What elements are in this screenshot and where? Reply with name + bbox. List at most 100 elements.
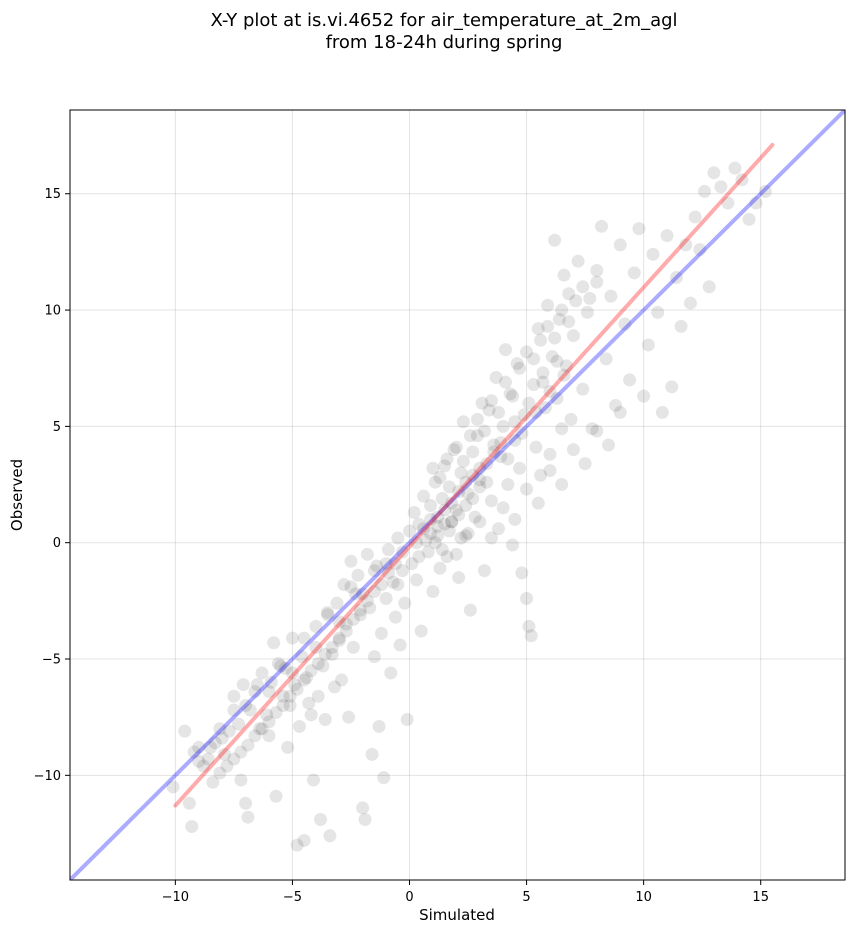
data-point <box>543 384 557 398</box>
data-point <box>337 578 351 592</box>
data-point <box>550 354 564 368</box>
data-point <box>276 699 290 713</box>
data-point <box>206 775 220 789</box>
data-point <box>274 659 288 673</box>
data-point <box>548 233 562 247</box>
data-point <box>410 573 424 587</box>
data-point <box>166 780 180 794</box>
data-point <box>506 389 520 403</box>
data-point <box>489 371 503 385</box>
data-point <box>187 745 201 759</box>
data-point <box>260 708 274 722</box>
data-point <box>417 489 431 503</box>
data-point <box>241 810 255 824</box>
data-point <box>307 773 321 787</box>
data-point <box>604 289 618 303</box>
data-point <box>482 403 496 417</box>
data-point <box>367 585 381 599</box>
data-point <box>220 759 234 773</box>
data-point <box>381 543 395 557</box>
data-point <box>627 266 641 280</box>
data-point <box>557 268 571 282</box>
x-tick-label: 5 <box>522 890 530 905</box>
data-point <box>185 819 199 833</box>
data-point <box>192 740 206 754</box>
data-point <box>374 626 388 640</box>
data-point <box>487 438 501 452</box>
data-point <box>438 503 452 517</box>
data-point <box>363 601 377 615</box>
data-point <box>379 557 393 571</box>
data-point <box>447 443 461 457</box>
data-point <box>491 405 505 419</box>
data-point <box>332 631 346 645</box>
data-point <box>344 554 358 568</box>
y-tick-label: −5 <box>42 653 61 668</box>
data-point <box>594 219 608 233</box>
data-point <box>262 685 276 699</box>
data-point <box>339 624 353 638</box>
data-point <box>431 529 445 543</box>
data-point <box>182 796 196 810</box>
fit-line <box>173 142 775 808</box>
data-point <box>609 398 623 412</box>
data-point <box>534 468 548 482</box>
data-point <box>566 443 580 457</box>
data-point <box>377 771 391 785</box>
data-point <box>529 440 543 454</box>
x-tick-label: 0 <box>405 890 413 905</box>
data-point <box>698 184 712 198</box>
data-point <box>356 587 370 601</box>
data-point <box>288 678 302 692</box>
data-point <box>669 270 683 284</box>
data-point <box>398 596 412 610</box>
data-point <box>576 280 590 294</box>
data-point <box>501 452 515 466</box>
data-point <box>688 210 702 224</box>
data-point <box>203 740 217 754</box>
data-point <box>459 529 473 543</box>
data-point <box>424 512 438 526</box>
data-point <box>452 508 466 522</box>
data-point <box>683 296 697 310</box>
data-point <box>484 394 498 408</box>
data-point <box>449 503 463 517</box>
data-point <box>569 294 583 308</box>
data-point <box>510 357 524 371</box>
data-point <box>484 531 498 545</box>
data-point <box>267 636 281 650</box>
plot-frame <box>69 109 846 881</box>
data-point <box>269 706 283 720</box>
data-point <box>417 522 431 536</box>
data-point <box>285 631 299 645</box>
chart-title-line-2: from 18-24h during spring <box>326 32 563 53</box>
data-point <box>222 724 236 738</box>
data-point <box>508 433 522 447</box>
data-point <box>484 494 498 508</box>
data-point <box>384 666 398 680</box>
data-point <box>520 592 534 606</box>
data-point <box>297 673 311 687</box>
data-point <box>412 550 426 564</box>
data-point <box>531 322 545 336</box>
data-point <box>391 578 405 592</box>
data-point <box>463 429 477 443</box>
data-point <box>232 717 246 731</box>
data-point <box>613 238 627 252</box>
data-point <box>297 833 311 847</box>
data-point <box>243 703 257 717</box>
data-point <box>498 343 512 357</box>
x-axis-label: Simulated <box>419 906 495 924</box>
data-point <box>285 666 299 680</box>
data-point <box>234 773 248 787</box>
data-point <box>580 305 594 319</box>
data-point <box>655 405 669 419</box>
data-point <box>613 405 627 419</box>
y-axis-ticks: −10 −5 0 5 10 15 <box>34 187 70 784</box>
data-point <box>250 678 264 692</box>
data-point <box>693 243 707 257</box>
data-point <box>304 708 318 722</box>
y-axis-label: Observed <box>8 459 26 531</box>
data-point <box>473 515 487 529</box>
